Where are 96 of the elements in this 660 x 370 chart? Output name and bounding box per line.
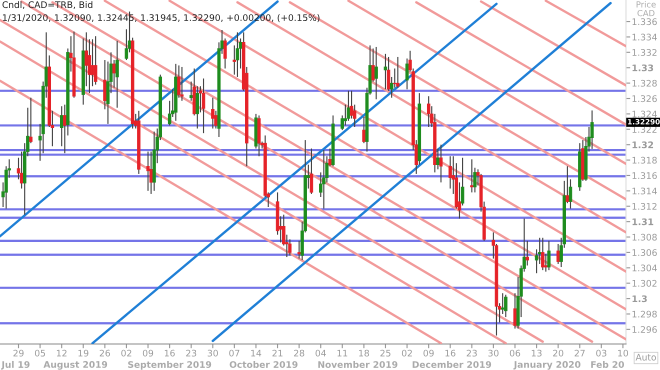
- candlestick: [29, 97, 33, 144]
- candlestick: [513, 292, 517, 330]
- text: December 2019: [412, 360, 492, 368]
- candlestick: [526, 240, 529, 266]
- candlestick: [94, 36, 98, 86]
- candlestick: [190, 81, 193, 102]
- candlestick: [396, 56, 400, 88]
- candlestick: [504, 294, 508, 318]
- x-tick-label: 03: [596, 350, 606, 357]
- candlestick: [544, 253, 548, 272]
- candlestick: [556, 243, 560, 265]
- x-tick-label: 05: [34, 350, 46, 357]
- y-tick-label: 1.324: [632, 110, 657, 118]
- candlestick: [90, 38, 94, 87]
- x-tick-label: 09: [142, 350, 154, 357]
- candlestick: [116, 40, 119, 108]
- x-tick-label: 12: [56, 350, 67, 356]
- candlestick: [426, 96, 430, 128]
- chart-title: Cndl, CAD=TRB, Bid: [2, 1, 92, 10]
- x-tick-label: 30: [208, 350, 218, 357]
- y-tick-label: 1.308: [632, 234, 657, 241]
- y-tick-label: 1.31: [632, 218, 654, 226]
- candlestick: [310, 148, 314, 194]
- text: Auto: [636, 354, 656, 361]
- y-tick-label: 1.302: [632, 280, 656, 287]
- x-tick-label: 18: [359, 350, 370, 357]
- candlestick: [180, 66, 184, 102]
- y-tick-label: 1.306: [632, 249, 657, 256]
- x-tick-label: 06: [510, 350, 520, 357]
- x-tick-label: 19: [78, 350, 88, 357]
- x-tick-label: 13: [532, 350, 542, 357]
- y-tick-label: 1.304: [632, 264, 657, 272]
- y-tick-label: 1.296: [632, 326, 657, 333]
- candlestick: [297, 240, 301, 260]
- x-tick-label: 27: [574, 350, 585, 356]
- y-tick-label: 1.32: [632, 141, 654, 148]
- x-tick-label: 23: [186, 350, 196, 357]
- candlestick: [470, 158, 474, 193]
- text: October 2019: [230, 360, 298, 368]
- x-tick-label: 02: [121, 350, 132, 357]
- candlestick: [112, 59, 116, 88]
- candlestick: [322, 150, 326, 210]
- y-tick-label: 1.3: [632, 295, 647, 302]
- text: November 2019: [318, 360, 398, 368]
- x-tick-label: 16: [445, 350, 456, 357]
- x-tick-label: 02: [402, 350, 412, 357]
- candlestick: [566, 166, 570, 204]
- y-tick-label: 1.318: [632, 156, 657, 164]
- x-tick-label: 14: [251, 350, 262, 356]
- y-tick-label: 1.314: [632, 188, 657, 194]
- x-tick-label: 29: [13, 350, 24, 357]
- x-tick-label: 20: [553, 350, 564, 357]
- x-tick-label: 28: [294, 350, 304, 357]
- candlestick: [177, 64, 181, 98]
- y-tick-label: 1.33: [632, 64, 654, 72]
- x-tick-label: 25: [380, 350, 390, 357]
- x-tick-label: 10: [618, 350, 628, 357]
- y-tick-label: 1.334: [632, 34, 657, 40]
- text: January 2020: [513, 361, 580, 370]
- candlestick: [436, 148, 440, 170]
- candlestick: [196, 86, 200, 130]
- candlestick: [374, 46, 378, 100]
- y-tick-label: 1.312: [632, 202, 656, 210]
- y-tick-label: 1.328: [632, 80, 657, 87]
- candlestick: [547, 240, 551, 271]
- y-tick-label: 1.298: [632, 310, 657, 318]
- x-tick-label: 11: [338, 350, 348, 356]
- x-tick-label: 09: [423, 350, 434, 357]
- candlestick: [236, 32, 240, 78]
- candlestick: [346, 90, 350, 122]
- x-tick-label: 16: [164, 350, 175, 357]
- x-tick-label: 30: [488, 350, 499, 357]
- x-tick-label: 21: [272, 350, 282, 356]
- text: September 2019: [128, 360, 212, 370]
- text: Jul 19: [1, 360, 30, 370]
- candlestick: [541, 237, 544, 271]
- candlestick: [362, 116, 366, 144]
- text: Feb 20: [591, 360, 624, 368]
- x-tick-label: 04: [316, 350, 326, 357]
- x-tick-label: 26: [100, 350, 110, 357]
- candlestick: [384, 53, 388, 90]
- y-tick-label: 1.336: [632, 18, 657, 26]
- y-axis-title: Price CAD: [636, 1, 656, 16]
- y-tick-label: 1.332: [632, 49, 656, 56]
- candlestick: [439, 144, 443, 183]
- candlestick: [202, 78, 206, 134]
- candlestick: [149, 151, 153, 194]
- candlestick: [211, 97, 214, 130]
- y-tick-label: 1.326: [632, 95, 657, 102]
- x-tick-label: 07: [229, 350, 240, 357]
- x-tick-label: 23: [466, 350, 477, 357]
- text: August 2019: [43, 361, 108, 370]
- candlestick: [20, 151, 24, 190]
- candlestick: [288, 238, 292, 256]
- candlestick: [590, 110, 594, 150]
- y-tick-label: 1.316: [632, 172, 657, 180]
